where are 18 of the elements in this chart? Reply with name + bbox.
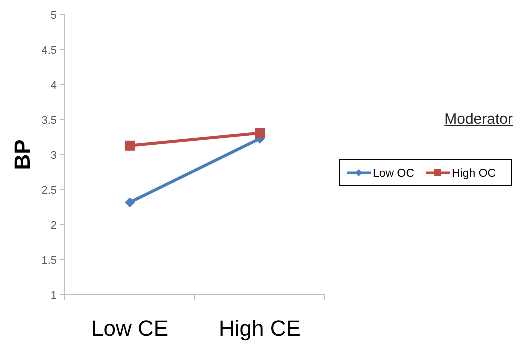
y-tick-label: 1.5 (42, 254, 57, 267)
legend-label: Low OC (373, 168, 415, 180)
y-tick-label: 2.5 (42, 184, 57, 197)
x-tick-label: High CE (219, 316, 301, 341)
x-tick-label: Low CE (91, 316, 169, 341)
legend-label: High OC (452, 168, 496, 180)
y-tick-label: 2 (50, 220, 57, 232)
y-tick-label: 4 (50, 80, 57, 92)
y-tick-label: 3.5 (42, 114, 57, 127)
legend-title: Moderator (444, 111, 513, 128)
point (125, 140, 135, 151)
y-tick-label: 3 (50, 150, 57, 162)
y-tick-label: 5 (50, 10, 57, 22)
y-tick-label: 1 (50, 290, 57, 302)
y-axis-title: BP (10, 140, 35, 170)
point (125, 198, 135, 208)
point (255, 128, 265, 138)
y-tick-label: 4.5 (42, 44, 57, 57)
